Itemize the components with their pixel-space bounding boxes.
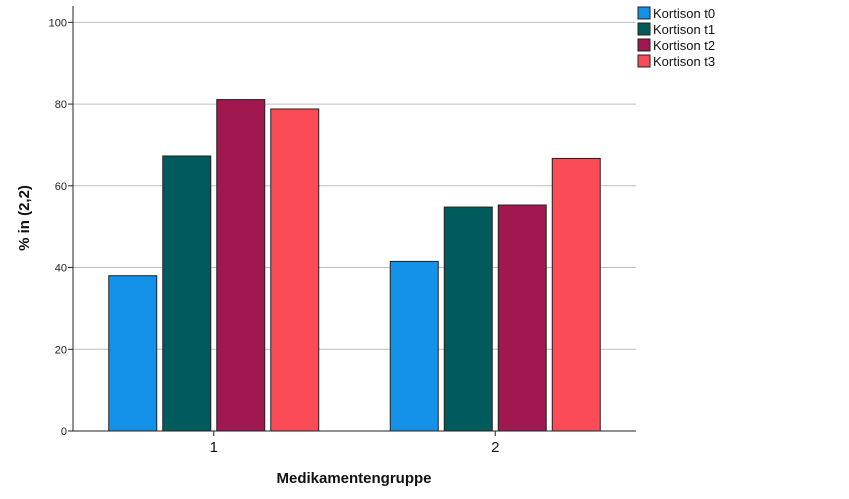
legend-swatch	[637, 38, 651, 52]
legend-label: Kortison t3	[653, 54, 715, 69]
y-axis-ticks: 0 20 40 60 80 100	[49, 17, 73, 438]
legend-swatch	[637, 54, 651, 68]
bar	[216, 99, 266, 432]
y-tick-label: 60	[55, 181, 67, 193]
x-tick-label: 2	[491, 439, 499, 456]
legend-swatch	[637, 6, 651, 20]
bar	[162, 155, 212, 432]
y-tick-label: 80	[55, 99, 67, 111]
bar	[389, 260, 439, 432]
bar	[108, 275, 158, 432]
y-axis-title: % in (2,2)	[16, 185, 33, 251]
y-tick-label: 0	[61, 426, 67, 438]
x-tick-label: 1	[210, 439, 218, 456]
x-axis-title: Medikamentengruppe	[276, 470, 431, 487]
y-tick-label: 100	[49, 17, 67, 29]
y-tick-label: 20	[55, 344, 67, 356]
bars	[108, 99, 601, 432]
legend-swatch	[637, 22, 651, 36]
bar	[443, 206, 493, 432]
legend-label: Kortison t1	[653, 22, 715, 37]
y-tick-label: 40	[55, 263, 67, 275]
bar	[551, 157, 601, 432]
bar	[497, 204, 547, 432]
legend-label: Kortison t2	[653, 38, 715, 53]
legend-label: Kortison t0	[653, 6, 715, 21]
bar	[270, 108, 320, 432]
gridlines	[73, 21, 636, 350]
